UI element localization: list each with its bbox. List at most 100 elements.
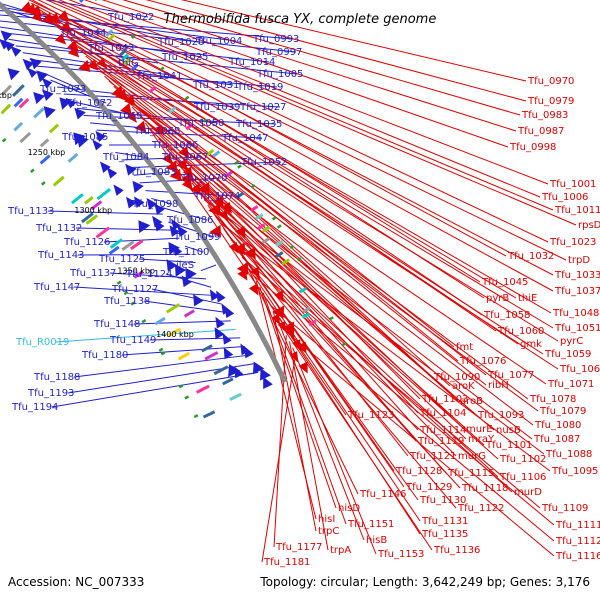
gene-label-left[interactable]: Tfu_1025 xyxy=(161,52,208,63)
gene-label-right[interactable]: Tfu_0979 xyxy=(527,96,574,107)
gene-label-right[interactable]: ribH xyxy=(488,380,509,391)
gene-label-right[interactable]: Tfu_0983 xyxy=(521,110,568,121)
gene-label-right[interactable]: Tfu_0970 xyxy=(527,76,574,87)
gene-label-right[interactable]: trpC xyxy=(318,526,339,537)
gene-label-left[interactable]: Tfu_1070 xyxy=(180,173,227,184)
gene-label-left[interactable]: Tfu_R0019 xyxy=(15,337,69,348)
gene-label-right[interactable]: trpD xyxy=(568,255,590,266)
gene-label-right[interactable]: pyrC xyxy=(560,336,583,347)
gene-label-left[interactable]: Tfu_1041 xyxy=(135,71,182,82)
gene-label-right[interactable]: Tfu_1135 xyxy=(421,529,468,540)
gene-label-right[interactable]: nusB xyxy=(496,425,521,436)
gene-label-left[interactable]: Tfu_1022 xyxy=(107,12,154,23)
gene-label-left[interactable]: Tfu_1099 xyxy=(173,232,220,243)
gene-label-right[interactable]: Tfu_1109 xyxy=(541,503,588,514)
gene-label-right[interactable]: Tfu_1101 xyxy=(485,440,532,451)
gene-label-right[interactable]: murG xyxy=(458,451,486,462)
gene-label-right[interactable]: Tfu_1131 xyxy=(421,516,468,527)
gene-label-left[interactable]: Tfu_1149 xyxy=(109,335,156,346)
gene-label-left[interactable]: Tfu_1084 xyxy=(102,152,149,163)
gene-label-left[interactable]: Tfu_1132 xyxy=(35,223,82,234)
gene-label-left[interactable]: Tfu_1147 xyxy=(33,282,80,293)
gene-label-right[interactable]: Tfu_1128 xyxy=(395,466,442,477)
gene-label-right[interactable]: Tfu_1102 xyxy=(499,454,546,465)
gene-label-right[interactable]: gmk xyxy=(520,339,542,350)
gene-label-left[interactable]: Tfu_1004 xyxy=(195,36,242,47)
gene-label-left[interactable]: Tfu_1125 xyxy=(98,254,145,265)
gene-label-left[interactable]: Tfu_1073 xyxy=(39,84,86,95)
gene-label-right[interactable]: Tfu_1122 xyxy=(457,503,504,514)
gene-label-right[interactable]: Tfu_1071 xyxy=(547,379,594,390)
gene-label-right[interactable]: Tfu_1146 xyxy=(359,489,406,500)
gene-label-left[interactable]: Tfu_1086 xyxy=(166,215,213,226)
gene-label-right[interactable]: hisI xyxy=(318,514,335,525)
gene-label-left[interactable]: Tfu_1039 xyxy=(193,102,240,113)
gene-label-right[interactable]: Tfu_1093 xyxy=(477,410,524,421)
gene-label-right[interactable]: Tfu_1077 xyxy=(487,370,534,381)
gene-label-left[interactable]: Tfu_1085 xyxy=(61,132,108,143)
gene-label-right[interactable]: murD xyxy=(514,487,542,498)
gene-label-right[interactable]: Tfu_1076 xyxy=(459,356,506,367)
gene-label-left[interactable]: Tfu_1138 xyxy=(103,296,150,307)
gene-label-right[interactable]: Tfu_1032 xyxy=(507,251,554,262)
gene-label-left[interactable]: Tfu_1068 xyxy=(133,126,180,137)
gene-label-left[interactable]: Tfu_1050 xyxy=(177,118,224,129)
gene-label-right[interactable]: rpsD xyxy=(578,220,600,231)
gene-label-right[interactable]: Tfu_1123 xyxy=(347,410,394,421)
gene-label-right[interactable]: hisB xyxy=(366,535,387,546)
gene-label-left[interactable]: Tfu_1098 xyxy=(131,199,178,210)
gene-label-right[interactable]: Tfu_1106 xyxy=(499,472,546,483)
gene-label-right[interactable]: Tfu_1045 xyxy=(481,277,528,288)
gene-label-right[interactable]: Tfu_1151 xyxy=(347,519,394,530)
gene-label-left[interactable]: Tfu_1137 xyxy=(69,268,116,279)
gene-label-right[interactable]: Tfu_1058 xyxy=(483,310,530,321)
gene-label-right[interactable]: Tfu_1001 xyxy=(549,179,596,190)
gene-label-right[interactable]: Tfu_1115 xyxy=(447,468,494,479)
gene-label-right[interactable]: Tfu_1080 xyxy=(534,420,581,431)
gene-label-right[interactable]: Tfu_1090 xyxy=(433,372,480,383)
gene-label-left[interactable]: Tfu_0993 xyxy=(252,34,299,45)
gene-label-left[interactable]: Tfu_1148 xyxy=(93,319,140,330)
gene-label-right[interactable]: aroK xyxy=(452,381,475,392)
gene-label-left[interactable]: Tfu_1193 xyxy=(27,388,74,399)
gene-label-right[interactable]: aroB xyxy=(460,396,483,407)
gene-label-left[interactable]: Tfu_1126 xyxy=(63,237,110,248)
gene-label-left[interactable]: Tfu_1047 xyxy=(221,133,268,144)
gene-label-left[interactable]: Tfu_1133 xyxy=(7,206,54,217)
gene-label-left[interactable]: Tfu_1044 xyxy=(59,28,106,39)
gene-label-left[interactable]: Tfu_1052 xyxy=(240,157,287,168)
gene-label-right[interactable]: Tfu_1181 xyxy=(263,557,310,568)
gene-label-left[interactable]: Tfu_1066 xyxy=(151,140,198,151)
gene-label-right[interactable]: hisD xyxy=(338,503,360,514)
gene-label-left[interactable]: Tfu_1072 xyxy=(65,98,112,109)
gene-label-right[interactable]: Tfu_1079 xyxy=(539,406,586,417)
gene-label-right[interactable]: Tfu_1103 xyxy=(421,394,468,405)
gene-label-right[interactable]: Tfu_1059 xyxy=(544,349,591,360)
gene-label-right[interactable]: fmt xyxy=(456,342,473,353)
gene-label-right[interactable]: thiE xyxy=(518,293,537,304)
gene-label-right[interactable]: Tfu_1064 xyxy=(559,364,600,375)
gene-label-right[interactable]: Tfu_1111 xyxy=(555,520,600,531)
gene-label-right[interactable]: Tfu_1088 xyxy=(545,449,592,460)
gene-label-left[interactable]: Tfu_1127 xyxy=(111,284,158,295)
gene-label-right[interactable]: Tfu_1011 xyxy=(554,205,600,216)
gene-label-left[interactable]: Tfu_1031 xyxy=(192,80,239,91)
gene-label-right[interactable]: Tfu_1060 xyxy=(497,326,544,337)
gene-label-right[interactable]: Tfu_1104 xyxy=(419,408,466,419)
gene-label-right[interactable]: Tfu_0987 xyxy=(517,126,564,137)
gene-label-left[interactable]: Tfu_1043 xyxy=(87,43,134,54)
gene-label-left[interactable]: Tfu_1035 xyxy=(235,119,282,130)
gene-label-right[interactable]: pyrB xyxy=(486,293,509,304)
gene-label-left[interactable]: Tfu_1124 xyxy=(125,269,172,280)
gene-label-left[interactable]: Tfu_1019 xyxy=(236,82,283,93)
gene-label-left[interactable]: thiG xyxy=(118,58,139,69)
gene-label-right[interactable]: Tfu_1112 xyxy=(555,536,600,547)
gene-label-right[interactable]: Tfu_1116 xyxy=(555,551,600,562)
gene-label-right[interactable]: Tfu_1033 xyxy=(554,270,600,281)
gene-label-right[interactable]: Tfu_1129 xyxy=(405,482,452,493)
gene-label-right[interactable]: Tfu_1130 xyxy=(419,495,466,506)
gene-label-right[interactable]: Tfu_1048 xyxy=(552,308,599,319)
gene-label-right[interactable]: mraY xyxy=(468,434,495,445)
gene-label-right[interactable]: Tfu_1177 xyxy=(275,542,322,553)
gene-label-right[interactable]: Tfu_1121 xyxy=(409,451,456,462)
